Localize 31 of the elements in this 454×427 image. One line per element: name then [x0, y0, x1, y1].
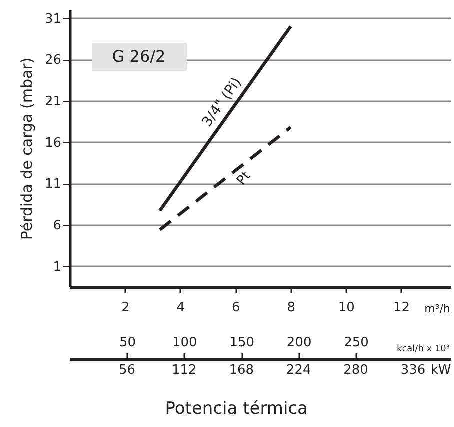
text: 280 — [344, 363, 368, 378]
x-tick-label: 4 — [176, 300, 186, 316]
annotation: G 26/2 — [112, 47, 166, 66]
y-axis-title: Pérdida de carga (mbar) — [18, 58, 36, 240]
x-tick-label: 12 — [394, 300, 410, 316]
x2-tick-label: 250 — [344, 336, 369, 350]
y-tick-label: 26 — [44, 53, 62, 68]
x2-tick-label: 50 — [119, 336, 136, 350]
x2-tick-label: 100 — [172, 336, 198, 350]
text: 168 — [229, 363, 254, 378]
y-tick-label: 11 — [44, 177, 62, 192]
y-tick-label: 6 — [53, 218, 62, 234]
text: 56 — [118, 363, 136, 378]
text: 224 — [286, 363, 312, 378]
x-tick-label: 10 — [338, 300, 355, 316]
text: kW — [430, 363, 452, 378]
y-tick-label: 31 — [44, 12, 62, 27]
x2-axis-title: kcal/h x 10³ — [396, 344, 450, 354]
text: 336 — [400, 363, 426, 378]
x-axis-title: m³/h — [424, 302, 450, 316]
y-tick-label: 21 — [44, 94, 62, 110]
y-tick-label: 16 — [44, 136, 62, 151]
x2-tick-label: 200 — [286, 336, 312, 350]
text: Pt — [234, 169, 254, 189]
x-tick-label: 6 — [232, 300, 240, 316]
x2-tick-label: 150 — [230, 336, 255, 350]
x-tick-label: 8 — [287, 300, 296, 316]
text: Potencia térmica — [165, 399, 308, 419]
y-tick-label: 1 — [53, 260, 62, 275]
text: 112 — [172, 363, 197, 378]
x-tick-label: 2 — [122, 300, 130, 316]
